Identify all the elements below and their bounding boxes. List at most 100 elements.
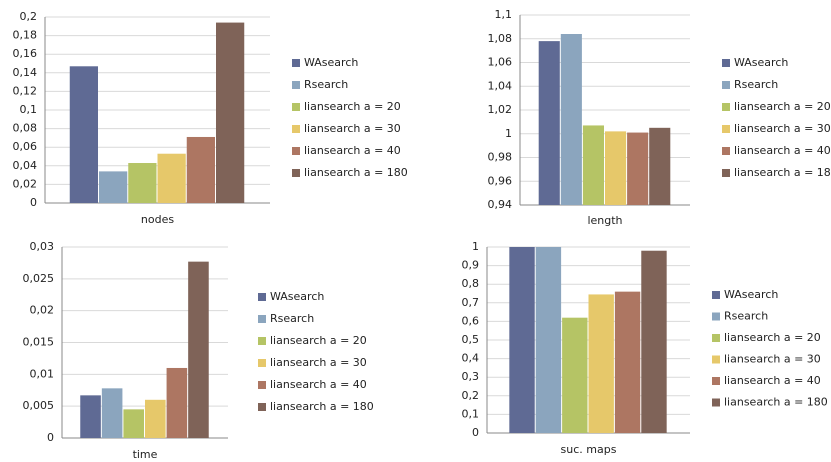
legend-swatch <box>712 334 720 342</box>
bar <box>188 261 209 438</box>
y-tick-label: 0,1 <box>462 407 480 420</box>
legend-swatch <box>292 169 300 177</box>
y-tick-label: 0,14 <box>13 66 38 79</box>
legend-label: liansearch a = 40 <box>270 378 367 391</box>
legend-label: WAsearch <box>734 56 788 69</box>
legend-label: liansearch a = 30 <box>270 356 367 369</box>
y-tick-label: 1,02 <box>488 103 513 116</box>
bar <box>186 136 215 203</box>
y-tick-label: 1 <box>472 240 479 253</box>
y-tick-label: 0,5 <box>462 333 480 346</box>
bar <box>101 388 123 438</box>
legend-swatch <box>258 403 266 411</box>
y-tick-label: 0 <box>30 196 37 209</box>
legend-swatch <box>292 59 300 67</box>
legend-label: liansearch a = 20 <box>304 100 401 113</box>
bar <box>538 41 560 205</box>
legend-label: WAsearch <box>304 56 358 69</box>
x-category-label: time <box>133 448 158 461</box>
y-tick-label: 1,08 <box>488 32 513 45</box>
legend-label: Rsearch <box>304 78 348 91</box>
bar <box>649 127 671 205</box>
y-tick-label: 1 <box>505 127 512 140</box>
bar <box>128 163 157 203</box>
legend-swatch <box>712 291 720 299</box>
legend-label: liansearch a = 180 <box>724 396 828 409</box>
y-tick-label: 0,1 <box>20 103 38 116</box>
y-tick-label: 1,04 <box>488 79 513 92</box>
y-tick-label: 0,4 <box>462 352 480 365</box>
legend-label: liansearch a = 20 <box>270 334 367 347</box>
legend-label: liansearch a = 40 <box>734 144 831 157</box>
y-tick-label: 0,94 <box>488 198 513 211</box>
legend-label: Rsearch <box>734 78 778 91</box>
y-tick-label: 0,7 <box>462 296 480 309</box>
legend-label: liansearch a = 180 <box>304 166 408 179</box>
legend-label: Rsearch <box>724 310 768 323</box>
y-tick-label: 0,02 <box>30 304 55 317</box>
legend-label: liansearch a = 30 <box>724 353 821 366</box>
bar <box>157 153 186 203</box>
legend-label: WAsearch <box>270 290 324 303</box>
legend-swatch <box>292 125 300 133</box>
legend-label: liansearch a = 180 <box>270 400 374 413</box>
bar <box>216 22 245 203</box>
legend-swatch <box>712 398 720 407</box>
y-tick-label: 0,03 <box>30 240 55 253</box>
y-tick-label: 1,06 <box>488 56 513 69</box>
bar <box>145 399 166 438</box>
legend-label: liansearch a = 40 <box>304 144 401 157</box>
legend-swatch <box>722 169 730 177</box>
bar <box>560 34 582 205</box>
y-tick-label: 0,18 <box>13 29 38 42</box>
bar <box>123 409 144 438</box>
legend-label: Rsearch <box>270 312 314 325</box>
y-tick-label: 0,025 <box>23 272 55 285</box>
legend-swatch <box>722 59 730 67</box>
legend-swatch <box>258 337 266 345</box>
x-category-label: length <box>587 214 622 227</box>
y-tick-label: 0,2 <box>20 10 38 23</box>
legend-swatch <box>712 312 720 321</box>
legend-label: WAsearch <box>724 288 778 301</box>
bar <box>80 395 101 438</box>
legend-swatch <box>722 125 730 133</box>
bar <box>582 125 604 205</box>
y-tick-label: 0,2 <box>462 389 480 402</box>
bar <box>614 291 641 433</box>
y-tick-label: 1,1 <box>495 8 513 21</box>
legend-swatch <box>258 315 266 323</box>
y-tick-label: 0,12 <box>13 84 38 97</box>
y-tick-label: 0 <box>47 431 54 444</box>
legend-swatch <box>292 147 300 155</box>
y-tick-label: 0,3 <box>462 370 480 383</box>
legend-swatch <box>722 103 730 111</box>
legend-label: liansearch a = 30 <box>734 122 831 135</box>
y-tick-label: 0 <box>472 426 479 439</box>
bar <box>562 317 588 433</box>
y-tick-label: 0,08 <box>13 122 38 135</box>
legend-label: liansearch a = 20 <box>734 100 831 113</box>
bar <box>605 131 627 205</box>
y-tick-label: 0,04 <box>13 159 38 172</box>
y-tick-label: 0,01 <box>30 367 55 380</box>
legend-swatch <box>712 355 720 364</box>
x-category-label: nodes <box>141 213 174 226</box>
bar <box>535 247 562 433</box>
bar <box>509 247 535 433</box>
y-tick-label: 0,9 <box>462 259 480 272</box>
y-tick-label: 0,98 <box>488 151 513 164</box>
legend-swatch <box>292 81 300 89</box>
bar <box>627 132 649 205</box>
y-tick-label: 0,96 <box>488 174 513 187</box>
y-tick-label: 0,8 <box>462 277 480 290</box>
legend-swatch <box>258 293 266 301</box>
legend-swatch <box>712 377 720 385</box>
y-tick-label: 0,6 <box>462 314 480 327</box>
legend-swatch <box>722 147 730 155</box>
bar <box>588 294 614 433</box>
legend-swatch <box>722 81 730 89</box>
legend-swatch <box>258 381 266 389</box>
bar <box>166 367 188 438</box>
